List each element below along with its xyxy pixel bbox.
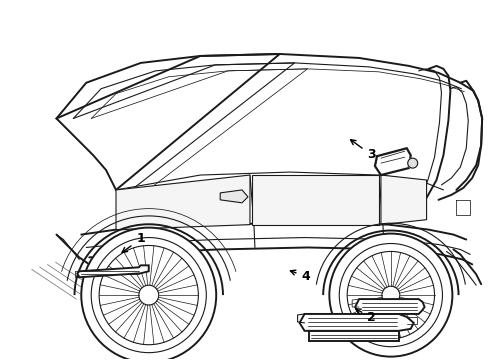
Circle shape — [81, 228, 216, 360]
Polygon shape — [116, 175, 250, 230]
Circle shape — [339, 243, 442, 347]
Circle shape — [329, 234, 452, 357]
Text: 2: 2 — [356, 309, 376, 324]
Polygon shape — [77, 265, 149, 277]
Circle shape — [91, 238, 206, 353]
Polygon shape — [355, 299, 425, 314]
Text: 4: 4 — [291, 270, 310, 283]
Polygon shape — [375, 148, 411, 175]
Text: 1: 1 — [122, 233, 145, 252]
Circle shape — [382, 286, 400, 304]
Text: 3: 3 — [350, 140, 376, 162]
Circle shape — [99, 246, 198, 345]
Polygon shape — [310, 331, 399, 341]
Polygon shape — [381, 175, 427, 225]
Polygon shape — [220, 190, 248, 203]
Circle shape — [139, 285, 159, 305]
Polygon shape — [252, 175, 379, 225]
Circle shape — [347, 251, 435, 339]
Circle shape — [408, 158, 417, 168]
Polygon shape — [299, 314, 414, 331]
